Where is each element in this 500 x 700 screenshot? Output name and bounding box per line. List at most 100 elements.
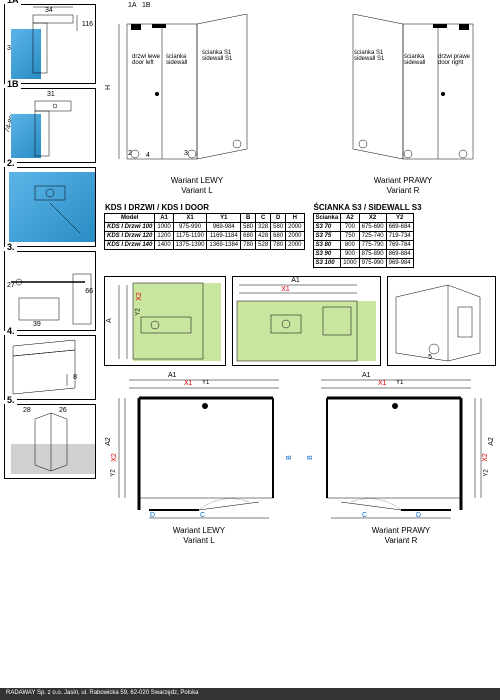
td: 528 bbox=[256, 241, 271, 250]
plan-left: A1 X1 Y1 A2 X2 Y2 D C B Wariant LEWYVari… bbox=[104, 374, 294, 544]
mid-panel-3: 5 bbox=[387, 276, 496, 366]
th: Y1 bbox=[207, 214, 241, 223]
table-row: S3 1001000975-990969-984 bbox=[313, 259, 413, 268]
dim: A bbox=[106, 318, 113, 323]
dim: B bbox=[286, 455, 293, 460]
table-row: S3 80800775-790769-784 bbox=[313, 241, 413, 250]
dim: X2 bbox=[136, 292, 143, 301]
label: 1B bbox=[142, 2, 151, 9]
td: 1200 bbox=[155, 232, 173, 241]
td: 2000 bbox=[286, 232, 304, 241]
td: 769-784 bbox=[386, 241, 413, 250]
th: H bbox=[286, 214, 304, 223]
table-row: S3 90900875-890869-884 bbox=[313, 250, 413, 259]
table-row: KDS I Drzwi 1001000975-990969-9845803285… bbox=[105, 223, 305, 232]
td: S3 75 bbox=[313, 232, 341, 241]
td: 780 bbox=[271, 241, 286, 250]
detail-1b: 1B 31 74-89 bbox=[4, 88, 96, 163]
side-table: ŚciankaA2X2Y2S3 70700675-690669-684S3 75… bbox=[313, 213, 414, 268]
tables-row: KDS I DRZWI / KDS I DOOR ModelA1X1Y1BCDH… bbox=[104, 202, 496, 268]
td: 580 bbox=[241, 223, 256, 232]
plan-left-svg bbox=[104, 374, 294, 524]
dim: Y1 bbox=[202, 380, 209, 386]
td: 1175-1190 bbox=[173, 232, 207, 241]
td: S3 70 bbox=[313, 223, 341, 232]
dim: A2 bbox=[105, 437, 112, 446]
detail-2-label: 2. bbox=[5, 158, 17, 168]
dim: X2 bbox=[482, 453, 489, 462]
side2-label: ścianka S1sidewall S1 bbox=[202, 50, 232, 62]
dim: Y2 bbox=[111, 469, 117, 476]
mid-panel-1: A X2 Y2 bbox=[104, 276, 226, 366]
plan-right-svg bbox=[306, 374, 496, 524]
detail-5-label: 5. bbox=[5, 395, 17, 405]
th: X1 bbox=[173, 214, 207, 223]
side-table-block: ŚCIANKA S3 / SIDEWALL S3 ŚciankaA2X2Y2S3… bbox=[313, 202, 423, 268]
dim: X1 bbox=[378, 380, 387, 387]
iso-views: 1A 1B H drzwi lewedoor left ściankasidew bbox=[104, 4, 496, 194]
side-table-title: ŚCIANKA S3 / SIDEWALL S3 bbox=[313, 202, 423, 213]
td: 869-884 bbox=[386, 250, 413, 259]
table-row: KDS I Drzwi 12012001175-11901169-1184680… bbox=[105, 232, 305, 241]
dim: D bbox=[416, 512, 421, 519]
dim: C bbox=[200, 512, 205, 519]
td: 2000 bbox=[286, 223, 304, 232]
page: 1A 34 116 30 1B 31 74-89 2. 26 32 3. 27 … bbox=[0, 0, 500, 700]
iso-right-caption: Wariant PRAWYVariant R bbox=[310, 176, 496, 195]
iso-left: 1A 1B H drzwi lewedoor left ściankasidew bbox=[104, 4, 290, 194]
td: 975-990 bbox=[173, 223, 207, 232]
detail-5: 5. 28 26 bbox=[4, 404, 96, 479]
marker: 2 bbox=[128, 150, 132, 157]
dim: A2 bbox=[488, 437, 495, 446]
iso-left-svg bbox=[104, 4, 290, 174]
th: D bbox=[271, 214, 286, 223]
dim: A1 bbox=[168, 372, 177, 379]
door-table-block: KDS I DRZWI / KDS I DOOR ModelA1X1Y1BCDH… bbox=[104, 202, 305, 268]
td: 800 bbox=[341, 241, 359, 250]
dim: C bbox=[362, 512, 367, 519]
side2-label: ścianka S1sidewall S1 bbox=[354, 50, 384, 62]
th: Model bbox=[105, 214, 155, 223]
td: 719-734 bbox=[386, 232, 413, 241]
dim: B bbox=[307, 455, 314, 460]
td: 900 bbox=[341, 250, 359, 259]
td: S3 100 bbox=[313, 259, 341, 268]
table-row: S3 70700675-690669-684 bbox=[313, 223, 413, 232]
td: 780 bbox=[241, 241, 256, 250]
plan-left-caption: Wariant LEWYVariant L bbox=[104, 526, 294, 545]
right-column: 1A 1B H drzwi lewedoor left ściankasidew bbox=[100, 0, 500, 700]
td: 750 bbox=[341, 232, 359, 241]
th: A2 bbox=[341, 214, 359, 223]
td: 700 bbox=[341, 223, 359, 232]
dim: X2 bbox=[111, 453, 118, 462]
dim: A1 bbox=[362, 372, 371, 379]
dim: Y2 bbox=[136, 308, 142, 315]
mid-panel-2: A1 X1 bbox=[232, 276, 381, 366]
td: 969-984 bbox=[207, 223, 241, 232]
dim: Y1 bbox=[396, 380, 403, 386]
td: 969-984 bbox=[386, 259, 413, 268]
td: 725-740 bbox=[359, 232, 386, 241]
td: 1000 bbox=[155, 223, 173, 232]
detail-3-label: 3. bbox=[5, 242, 17, 252]
detail-1a: 1A 34 116 30 bbox=[4, 4, 96, 84]
td: 1169-1184 bbox=[207, 232, 241, 241]
table-row: S3 75750725-740719-734 bbox=[313, 232, 413, 241]
door-table: ModelA1X1Y1BCDHKDS I Drzwi 1001000975-99… bbox=[104, 213, 305, 250]
details-column: 1A 34 116 30 1B 31 74-89 2. 26 32 3. 27 … bbox=[0, 0, 100, 700]
plan-views: A1 X1 Y1 A2 X2 Y2 D C B Wariant LEWYVari… bbox=[104, 374, 496, 544]
td: 580 bbox=[271, 223, 286, 232]
plan-right-caption: Wariant PRAWYVariant R bbox=[306, 526, 496, 545]
th: Ścianka bbox=[313, 214, 341, 223]
dim: A1 bbox=[291, 277, 300, 284]
iso-left-caption: Wariant LEWYVariant L bbox=[104, 176, 290, 195]
marker: 4 bbox=[146, 152, 150, 159]
td: 675-690 bbox=[359, 223, 386, 232]
iso-right-svg bbox=[310, 4, 496, 174]
td: 2000 bbox=[286, 241, 304, 250]
side-label: ściankasidewall bbox=[166, 54, 187, 66]
td: 680 bbox=[241, 232, 256, 241]
mid-details: A X2 Y2 A1 X1 5 bbox=[104, 276, 496, 366]
td: 1369-1384 bbox=[207, 241, 241, 250]
td: 875-890 bbox=[359, 250, 386, 259]
